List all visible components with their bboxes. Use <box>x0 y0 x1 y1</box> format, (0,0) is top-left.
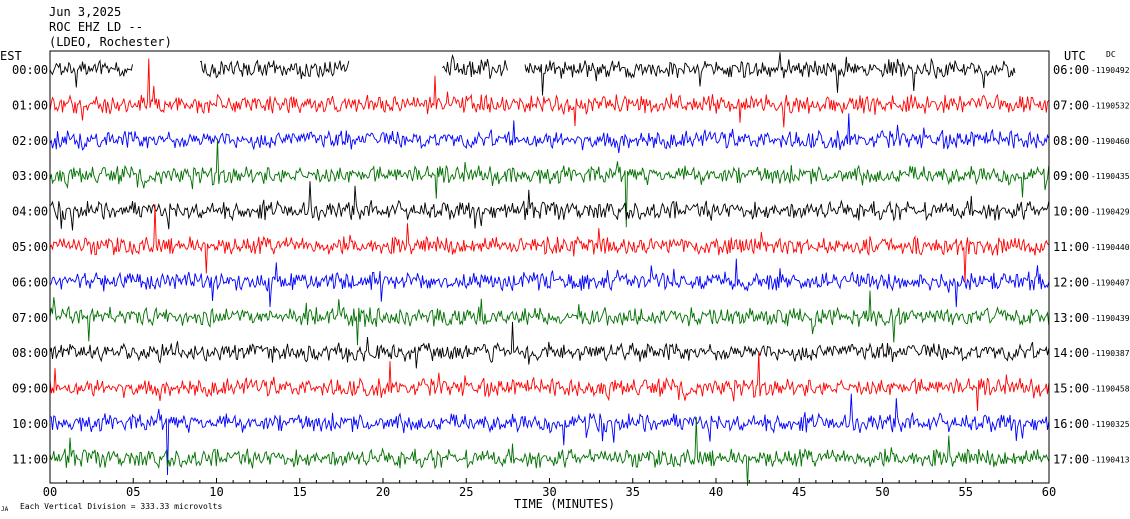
dc-offset-label: -1190407 <box>1091 278 1130 287</box>
network-label: (LDEO, Rochester) <box>49 35 172 49</box>
dc-offset-label: -1190325 <box>1091 420 1130 429</box>
utc-hour-label: 16:00 <box>1053 417 1089 431</box>
utc-hour-label: 15:00 <box>1053 382 1089 396</box>
x-tick-label: 10 <box>209 485 223 499</box>
trace-row-1 <box>49 58 1050 128</box>
date-label: Jun 3,2025 <box>49 5 122 19</box>
x-tick-label: 55 <box>959 485 973 499</box>
dc-offset-label: -1190458 <box>1091 385 1130 394</box>
trace-row-4 <box>49 181 1050 231</box>
utc-hour-label: 09:00 <box>1053 169 1089 183</box>
dc-offset-label: -1190413 <box>1091 455 1130 464</box>
est-hour-label: 01:00 <box>12 98 48 112</box>
trace-row-10 <box>50 393 1050 476</box>
trace-row-11 <box>49 417 1050 486</box>
utc-hour-label: 14:00 <box>1053 346 1089 360</box>
x-tick-label: 40 <box>709 485 723 499</box>
x-tick-label: 35 <box>626 485 640 499</box>
station-label: ROC EHZ LD -- <box>49 20 143 34</box>
trace-row-6 <box>49 258 1050 308</box>
x-tick-label: 00 <box>43 485 57 499</box>
dc-label: DC <box>1106 50 1116 59</box>
trace-group <box>49 52 1050 486</box>
left-axis-title: EST <box>0 49 22 63</box>
dc-offset-label: -1190460 <box>1091 137 1130 146</box>
est-hour-label: 04:00 <box>12 205 48 219</box>
dc-offset-label: -1190492 <box>1091 66 1130 75</box>
est-hour-label: 00:00 <box>12 63 48 77</box>
est-hour-label: 09:00 <box>12 382 48 396</box>
dc-offset-label: -1190440 <box>1091 243 1130 252</box>
x-tick-label: 60 <box>1042 485 1056 499</box>
x-tick-label: 20 <box>376 485 390 499</box>
right-axis-title: UTC <box>1064 49 1086 63</box>
est-hour-label: 03:00 <box>12 169 48 183</box>
utc-hour-label: 12:00 <box>1053 275 1089 289</box>
trace-row-8 <box>49 321 1050 369</box>
est-hour-label: 06:00 <box>12 275 48 289</box>
x-tick-label: 50 <box>875 485 889 499</box>
dc-offset-label: -1190387 <box>1091 349 1130 358</box>
x-axis: 00 05 10 15 20 25 30 35 40 45 50 55 60 <box>43 478 1056 499</box>
est-hour-label: 05:00 <box>12 240 48 254</box>
x-tick-label: 25 <box>459 485 473 499</box>
est-hour-label: 10:00 <box>12 417 48 431</box>
utc-hour-label: 11:00 <box>1053 240 1089 254</box>
dc-offset-label: -1190532 <box>1091 101 1130 110</box>
x-tick-label: 30 <box>542 485 556 499</box>
utc-hour-label: 10:00 <box>1053 205 1089 219</box>
dc-offset-label: -1190435 <box>1091 172 1130 181</box>
utc-hour-label: 17:00 <box>1053 452 1089 466</box>
x-axis-title: TIME (MINUTES) <box>514 497 615 511</box>
est-hour-label: 02:00 <box>12 134 48 148</box>
x-tick-label: 05 <box>126 485 140 499</box>
est-hour-label: 08:00 <box>12 346 48 360</box>
trace-row-7 <box>49 290 1050 346</box>
dc-offset-label: -1190429 <box>1091 208 1130 217</box>
dc-offset-label: -1190439 <box>1091 314 1130 323</box>
utc-hour-label: 08:00 <box>1053 134 1089 148</box>
scale-note: Each Vertical Division = 333.33 microvol… <box>20 502 222 511</box>
trace-row-3 <box>49 138 1050 228</box>
plot-frame <box>49 50 1050 484</box>
trace-row-2 <box>49 113 1050 154</box>
x-tick-label: 15 <box>293 485 307 499</box>
trace-row-5 <box>49 204 1050 283</box>
trace-row-9 <box>49 351 1050 412</box>
corner-mark: JA <box>1 506 9 513</box>
utc-hour-label: 13:00 <box>1053 311 1089 325</box>
est-hour-label: 11:00 <box>12 452 48 466</box>
est-hour-label: 07:00 <box>12 311 48 325</box>
utc-hour-label: 07:00 <box>1053 98 1089 112</box>
trace-row-0 <box>49 52 1016 96</box>
x-tick-label: 45 <box>792 485 806 499</box>
utc-hour-label: 06:00 <box>1053 63 1089 77</box>
